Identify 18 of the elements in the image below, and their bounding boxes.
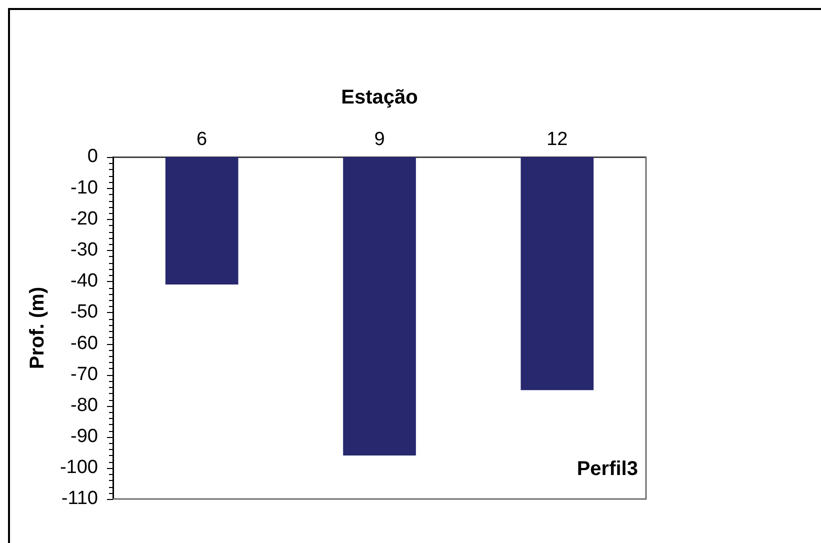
y-tick-label: -100 (60, 457, 98, 478)
y-tick-label: -70 (70, 364, 98, 385)
y-tick-label: 0 (87, 146, 98, 168)
y-tick-label: -90 (70, 426, 98, 448)
y-tick-label: -50 (70, 302, 98, 323)
y-tick-label: -10 (70, 177, 98, 198)
y-axis-title: Prof. (m) (26, 286, 49, 370)
y-tick-label: -20 (70, 208, 98, 230)
y-tick-label: -110 (61, 488, 98, 510)
y-tick-label: -30 (70, 240, 98, 261)
y-tick-label: -60 (70, 332, 98, 354)
x-tick-label: 6 (196, 128, 208, 150)
y-tick-label: -40 (70, 270, 98, 292)
x-tick-label: 12 (546, 128, 568, 150)
y-tick-label: -80 (70, 394, 98, 416)
x-tick-label: 9 (374, 128, 385, 150)
annotation: Perfil3 (576, 458, 638, 480)
x-axis-title: Estação (341, 86, 418, 109)
